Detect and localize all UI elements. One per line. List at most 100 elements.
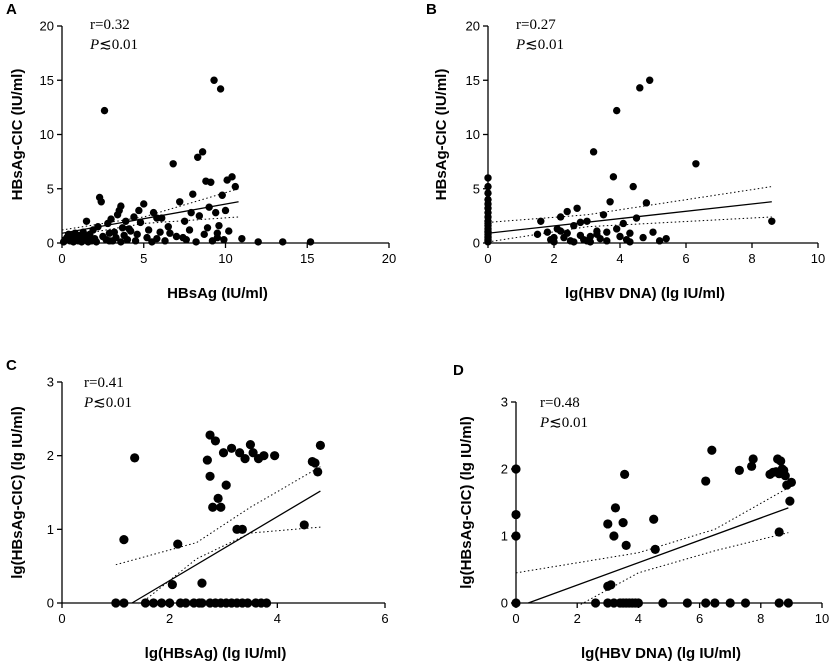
data-point [243,598,253,608]
data-point [71,236,79,244]
data-point [194,153,202,161]
data-point [216,502,226,512]
y-tick-label: 15 [40,73,54,88]
data-point [221,206,230,215]
data-point [570,238,578,246]
data-point [550,233,558,242]
data-point [662,234,670,243]
data-point [642,199,651,207]
data-point [254,238,262,246]
y-tick-label: 0 [47,596,54,611]
y-axis-label: HBsAg-CIC (IU/ml) [9,69,26,201]
p-threshold: ≲0.01 [99,37,138,53]
data-point [576,218,585,227]
data-point [202,455,212,465]
x-tick-label: 15 [300,251,314,266]
data-point [484,227,492,235]
data-point [610,503,621,513]
data-point [192,238,200,246]
data-point [606,580,616,590]
data-point [143,233,151,242]
data-point [765,469,775,479]
data-point [776,456,786,466]
data-point [161,237,169,245]
correlation-r: r=0.48 [540,395,580,411]
data-point [122,217,130,225]
panel-letter: C [6,357,17,374]
data-point [153,214,161,222]
ci-lower-line [578,532,789,605]
data-point [533,230,542,239]
data-point [655,237,664,245]
data-point [639,233,647,242]
data-point [313,467,323,477]
x-tick-label: 2 [166,611,173,626]
data-point [563,207,571,216]
y-axis-label: lg(HBsAg-CIC) (lg IU/ml) [458,416,475,588]
panel-letter: D [453,362,464,379]
data-point [484,219,492,228]
data-point [616,232,624,241]
data-point [279,238,287,246]
data-point [315,440,325,450]
y-tick-label: 5 [47,181,54,196]
data-point [537,217,545,225]
data-point [221,480,231,490]
data-point [238,234,246,243]
data-point [119,598,129,608]
data-point [156,228,164,236]
data-point [748,454,758,464]
data-point [556,213,565,221]
data-point [223,176,231,184]
data-point [734,465,744,475]
p-value: P≲0.01 [539,415,588,431]
data-point [111,598,121,608]
data-point [620,469,630,479]
data-point [231,182,240,191]
data-point [148,598,159,608]
p-value: P≲0.01 [89,37,138,53]
data-point [100,106,109,115]
y-tick-label: 10 [466,127,480,142]
data-point [583,217,591,225]
data-point [211,208,220,217]
data-point [619,219,627,228]
y-tick-label: 3 [47,375,54,390]
data-point [166,229,174,237]
data-point [164,223,172,231]
p-value: P≲0.01 [515,37,564,53]
x-tick-label: 6 [381,611,388,626]
data-point [618,518,628,528]
y-axis-label: HBsAg-CIC (IU/ml) [433,69,450,201]
p-threshold: ≲0.01 [525,37,564,53]
panel-a: A 0 5 10 15 20 0 5 10 15 20 HBsAg (IU/ml) HBsAg-CIC … [6,1,396,302]
data-point [556,227,565,235]
data-point [105,237,114,245]
data-point [169,160,177,168]
x-axis-label: lg(HBV DNA) (lg IU/ml) [565,285,725,302]
data-point [245,440,256,450]
data-point [213,493,223,503]
x-axis-label: lg(HBV DNA) (lg IU/ml) [581,645,741,662]
ci-upper-line [115,466,321,566]
data-point [484,174,492,182]
p-symbol: P [89,37,99,53]
y-tick-label: 0 [47,236,54,251]
data-point [136,218,145,227]
data-point [130,213,138,221]
data-point [240,454,250,464]
data-point [484,195,492,204]
p-symbol: P [83,395,93,411]
data-point [511,531,521,541]
x-tick-label: 4 [274,611,281,626]
data-point [606,198,614,206]
data-point [747,461,757,471]
data-point [621,540,631,550]
data-point [484,182,492,191]
correlation-r: r=0.32 [90,17,130,33]
data-point [603,237,611,245]
ci-lower-line [138,526,321,605]
data-point [207,178,215,186]
x-tick-label: 10 [811,251,825,266]
